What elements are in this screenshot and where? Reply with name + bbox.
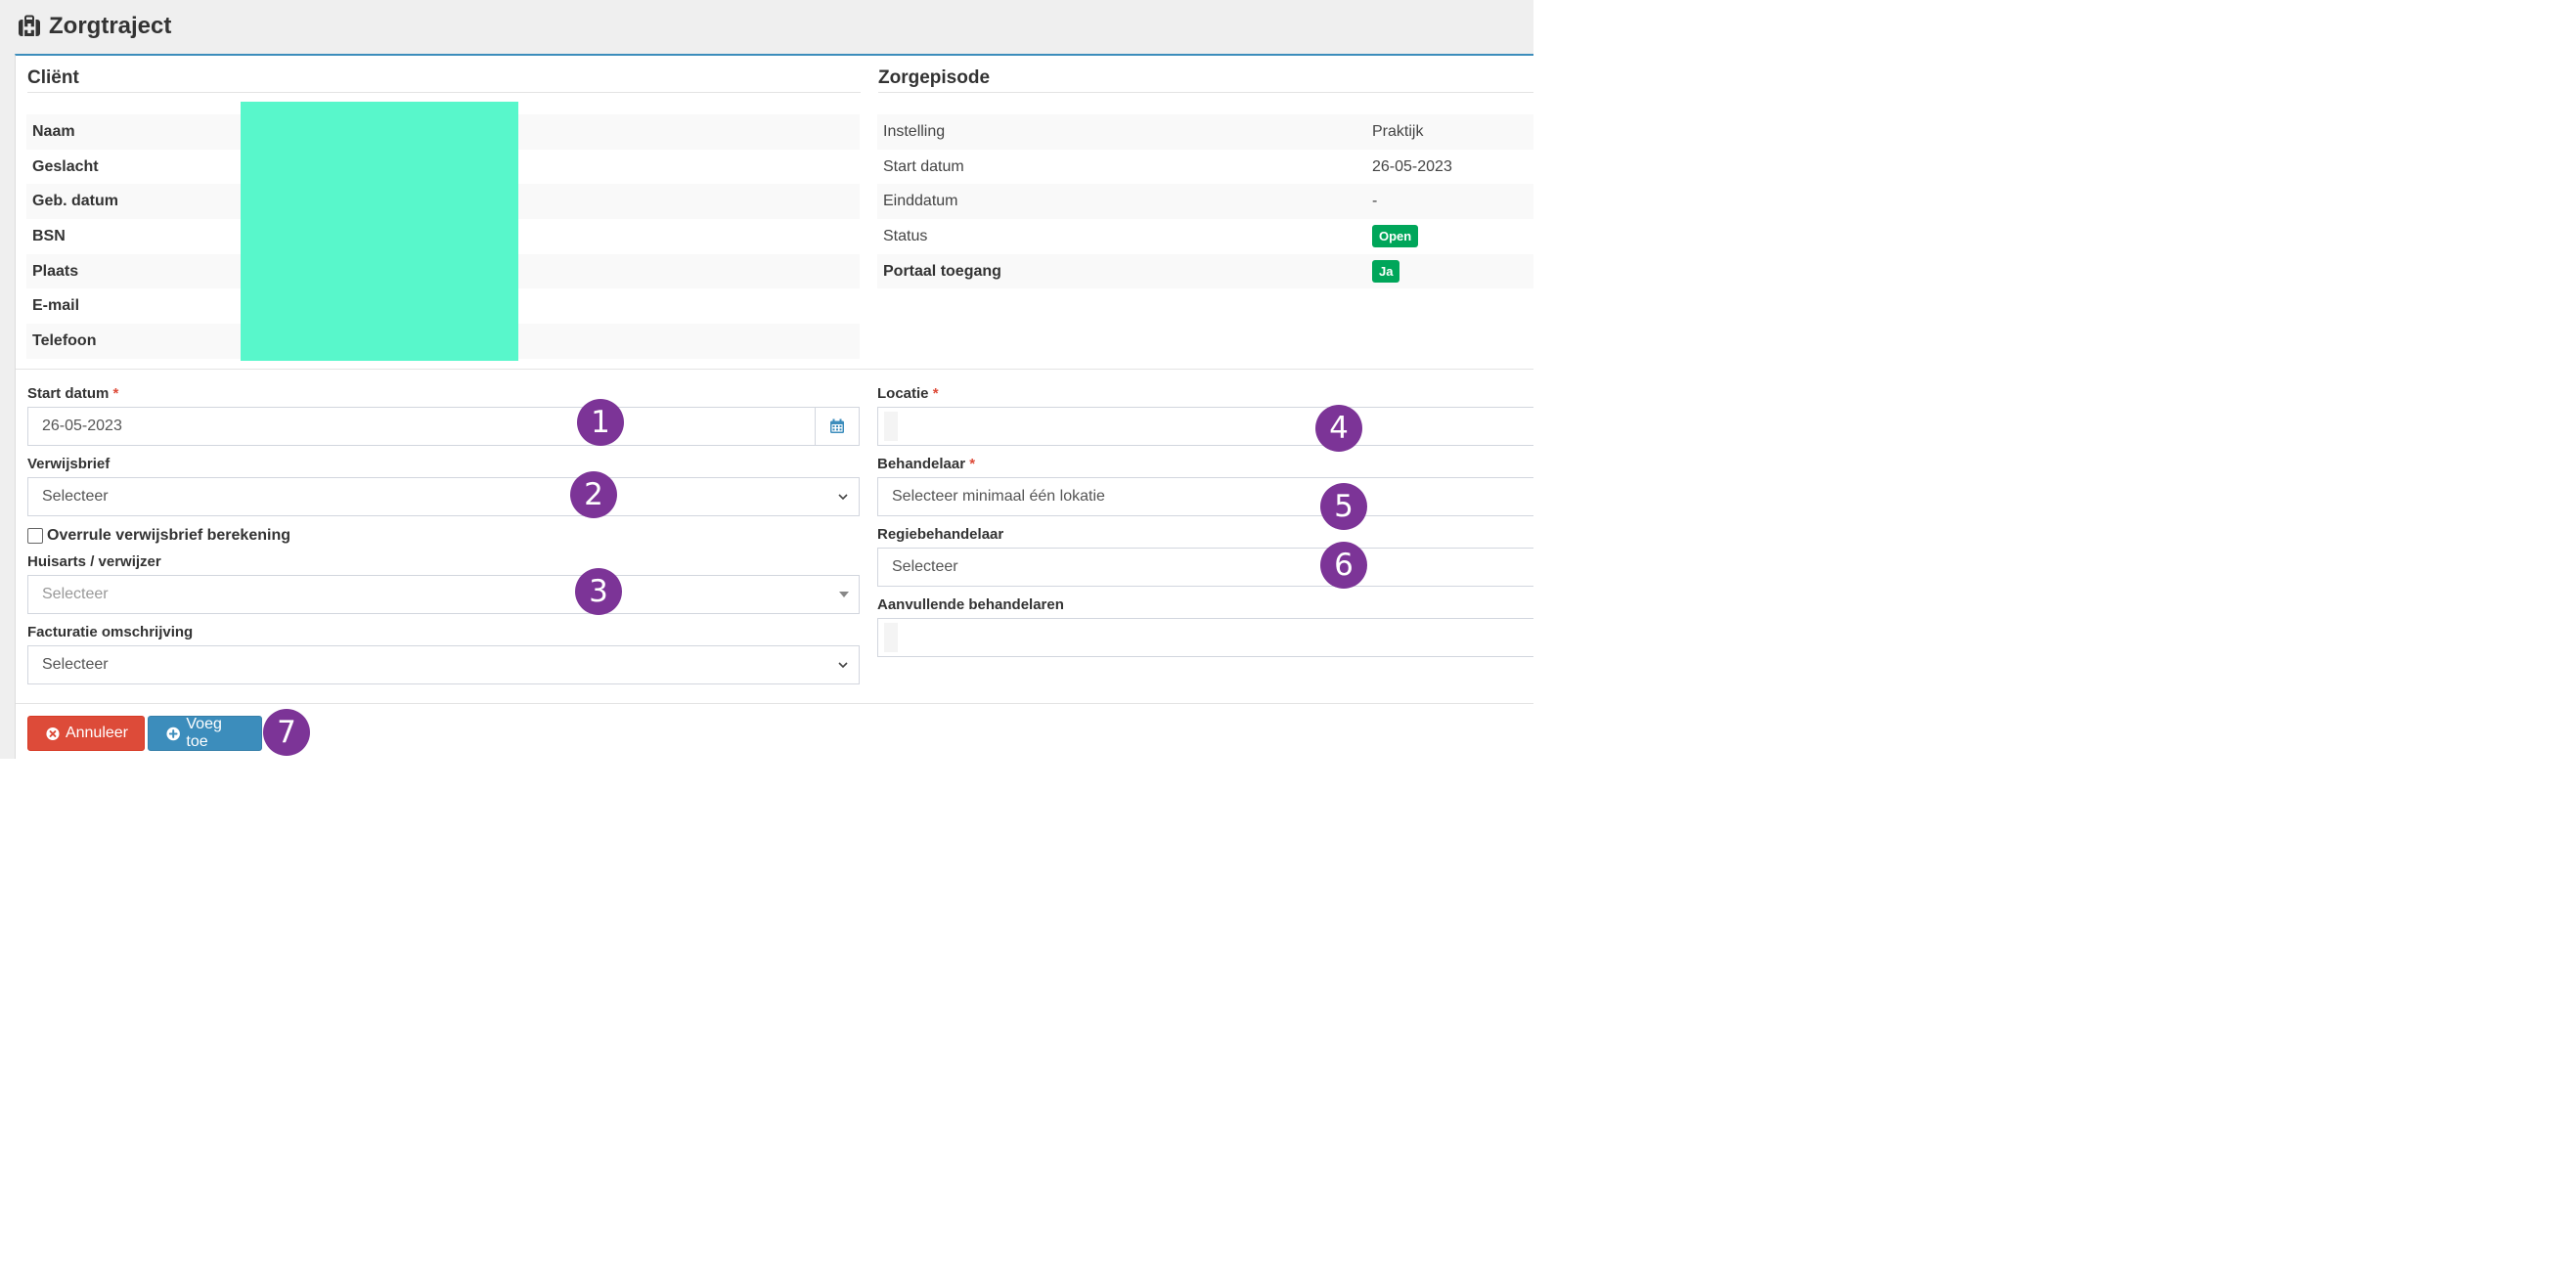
times-circle-icon (46, 727, 60, 740)
page-header: Zorgtraject (18, 10, 171, 43)
table-row: Geslacht (26, 150, 860, 185)
locatie-label-text: Locatie (877, 385, 929, 402)
table-row: Portaal toegang Ja (877, 253, 1533, 289)
episode-value: Praktijk (1366, 114, 1533, 150)
portal-badge: Ja (1372, 260, 1400, 284)
caret-down-icon (839, 592, 849, 597)
add-button-label: Voeg toe (186, 716, 222, 750)
form-divider (16, 369, 1533, 370)
table-row: E-mail (26, 288, 860, 324)
annotation-marker: 5 (1320, 483, 1367, 530)
huisarts-select[interactable]: Selecteer (27, 575, 860, 614)
facturatie-select[interactable]: Selecteer (27, 645, 860, 684)
behandelaar-select[interactable]: Selecteer minimaal één lokatie (877, 477, 1533, 516)
regie-select[interactable]: Selecteer (877, 548, 1533, 587)
start-date-label: Start datum * (27, 385, 118, 402)
client-divider (27, 92, 861, 93)
annotation-marker: 6 (1320, 542, 1367, 589)
episode-label: Einddatum (877, 184, 1366, 220)
cancel-button[interactable]: Annuleer (27, 716, 145, 751)
episode-label: Status (883, 227, 928, 244)
behandelaar-label-text: Behandelaar (877, 456, 966, 472)
locatie-select[interactable] (877, 407, 1533, 446)
table-row: BSN (26, 219, 860, 254)
status-badge: Open (1372, 225, 1419, 248)
episode-label: Portaal toegang (877, 253, 1366, 289)
aanvullend-label: Aanvullende behandelaren (877, 596, 1064, 613)
facturatie-label: Facturatie omschrijving (27, 624, 194, 640)
episode-label: Start datum (883, 157, 964, 175)
cancel-button-label: Annuleer (65, 725, 128, 741)
required-mark: * (969, 456, 976, 472)
aanvullend-empty-tag (884, 623, 898, 652)
huisarts-placeholder: Selecteer (42, 586, 109, 602)
table-row: Einddatum - (877, 184, 1533, 220)
chevron-down-icon (838, 662, 848, 669)
override-checkbox-label: Overrule verwijsbrief berekening (47, 527, 290, 544)
table-row: Instelling Praktijk (877, 114, 1533, 150)
medkit-icon (19, 15, 40, 36)
regie-value: Selecteer (892, 558, 958, 575)
table-row: Status Open (877, 219, 1533, 254)
annotation-marker: 7 (263, 709, 310, 756)
locatie-label: Locatie * (877, 385, 939, 402)
required-mark: * (112, 385, 119, 402)
facturatie-value: Selecteer (42, 656, 109, 673)
verwijsbrief-label: Verwijsbrief (27, 456, 111, 472)
add-button[interactable]: Voeg toe (148, 716, 262, 751)
episode-value: - (1366, 184, 1533, 220)
episode-section-title: Zorgepisode (878, 67, 991, 88)
regie-label: Regiebehandelaar (877, 526, 1004, 543)
calendar-icon (830, 418, 844, 433)
client-label: BSN (32, 227, 66, 244)
table-row: Start datum 26-05-2023 (877, 150, 1533, 185)
client-label: E-mail (32, 297, 80, 315)
chevron-down-icon (838, 494, 848, 501)
episode-label: Instelling (877, 114, 1366, 150)
start-date-label-text: Start datum (27, 385, 110, 402)
episode-table: Instelling Praktijk Start datum 26-05-2023… (877, 114, 1533, 289)
episode-value: 26-05-2023 (1372, 157, 1452, 175)
redaction-block (241, 102, 518, 361)
episode-divider (878, 92, 1533, 93)
behandelaar-label: Behandelaar * (877, 456, 975, 472)
annotation-marker: 2 (570, 471, 617, 518)
plus-circle-icon (166, 727, 180, 740)
page-title: Zorgtraject (49, 13, 172, 39)
behandelaar-value: Selecteer minimaal één lokatie (892, 488, 1105, 505)
datepicker-button[interactable] (815, 408, 859, 445)
locatie-empty-tag (884, 412, 898, 441)
app-stage: Zorgtraject Cliënt Zorgepisode Naam Gesl… (0, 0, 1533, 759)
override-checkbox[interactable] (27, 528, 43, 544)
annotation-marker: 4 (1315, 405, 1362, 452)
override-checkbox-row[interactable]: Overrule verwijsbrief berekening (27, 527, 290, 545)
annotation-marker: 3 (575, 568, 622, 615)
annotation-marker: 1 (577, 399, 624, 446)
client-label: Geslacht (32, 157, 99, 175)
verwijsbrief-select[interactable]: Selecteer (27, 477, 860, 516)
huisarts-label: Huisarts / verwijzer (27, 553, 161, 570)
required-mark: * (932, 385, 939, 402)
footer-divider (16, 703, 1533, 704)
verwijsbrief-value: Selecteer (42, 488, 109, 505)
start-date-value: 26-05-2023 (42, 418, 122, 434)
client-section-title: Cliënt (27, 67, 79, 88)
aanvullend-select[interactable] (877, 618, 1533, 657)
start-date-input[interactable]: 26-05-2023 (27, 407, 860, 446)
